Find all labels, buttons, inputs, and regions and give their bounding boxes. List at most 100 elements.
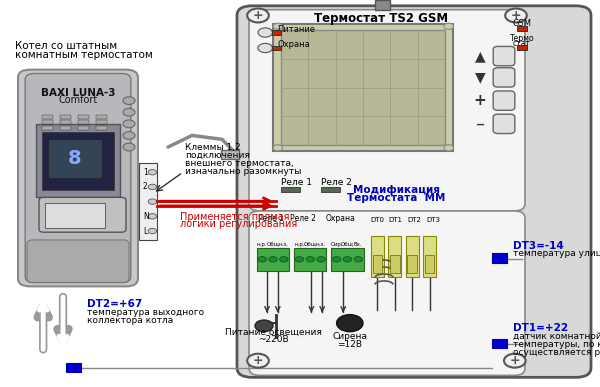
Text: Comfort: Comfort (58, 95, 98, 105)
Circle shape (332, 257, 341, 262)
Bar (221, 150, 239, 159)
Text: 1: 1 (143, 168, 148, 177)
Bar (371, 236, 384, 277)
Bar (331, 248, 364, 271)
Bar (60, 115, 71, 119)
Circle shape (337, 315, 363, 332)
Bar (45, 203, 105, 228)
Text: Термостат TS2 GSM: Термостат TS2 GSM (314, 12, 448, 25)
Text: н.з.: н.з. (279, 241, 289, 247)
Text: н.р.: н.р. (257, 241, 268, 247)
Text: GSM: GSM (512, 19, 532, 29)
Bar (42, 126, 53, 130)
Text: Клеммы 1,2: Клеммы 1,2 (185, 143, 241, 152)
Text: Общ: Общ (341, 241, 354, 247)
Text: н.р.: н.р. (294, 241, 305, 247)
Text: Питание: Питание (277, 24, 315, 34)
Circle shape (269, 257, 277, 262)
Text: ~220В: ~220В (257, 335, 289, 344)
Text: DT2=+67: DT2=+67 (87, 299, 142, 309)
Circle shape (505, 9, 527, 22)
Text: DT3=-14: DT3=-14 (513, 241, 564, 251)
Bar (406, 236, 419, 277)
Circle shape (444, 23, 454, 29)
Text: коллектора котла: коллектора котла (87, 315, 173, 325)
Text: 2: 2 (143, 182, 148, 192)
FancyBboxPatch shape (18, 70, 138, 286)
Circle shape (258, 257, 266, 262)
Text: ▲: ▲ (475, 49, 485, 63)
Circle shape (504, 354, 526, 368)
Circle shape (123, 120, 135, 128)
Circle shape (273, 23, 283, 29)
Text: DT0: DT0 (370, 217, 384, 223)
Text: +: + (253, 9, 263, 22)
Bar (272, 30, 281, 35)
Bar (390, 255, 400, 273)
FancyBboxPatch shape (493, 91, 515, 110)
Bar (492, 253, 507, 263)
FancyBboxPatch shape (39, 197, 126, 232)
Text: 8: 8 (68, 149, 82, 168)
Circle shape (123, 132, 135, 139)
Circle shape (148, 184, 157, 190)
Text: Охрана: Охрана (326, 214, 356, 223)
Text: Модификация: Модификация (353, 185, 439, 195)
Text: =12В: =12В (337, 340, 362, 349)
Bar (42, 115, 53, 119)
Bar (492, 339, 507, 348)
Text: Сирена: Сирена (332, 332, 367, 341)
FancyBboxPatch shape (493, 46, 515, 66)
Circle shape (123, 143, 135, 151)
Text: изначально разомкнуты: изначально разомкнуты (185, 166, 301, 176)
Bar (42, 120, 53, 124)
Text: температуры, по которому: температуры, по которому (513, 340, 600, 349)
Bar (517, 26, 527, 31)
Bar (42, 132, 114, 190)
Bar (281, 187, 300, 192)
FancyBboxPatch shape (493, 114, 515, 134)
Bar (373, 255, 382, 273)
Text: DT2: DT2 (407, 217, 421, 223)
Bar (139, 163, 157, 240)
Circle shape (295, 257, 304, 262)
Text: Реле 1: Реле 1 (258, 214, 284, 223)
Text: DT1: DT1 (389, 217, 403, 223)
Bar (66, 363, 81, 372)
Bar (294, 248, 326, 271)
Text: +: + (473, 93, 487, 108)
Text: осуществляется регулирование: осуществляется регулирование (513, 348, 600, 357)
Text: комнатным термостатом: комнатным термостатом (15, 50, 153, 60)
Text: Реле 2: Реле 2 (290, 214, 316, 223)
FancyBboxPatch shape (249, 211, 525, 375)
Bar (96, 115, 107, 119)
FancyBboxPatch shape (249, 10, 525, 211)
Bar (407, 255, 417, 273)
Bar (273, 24, 453, 151)
Bar (78, 115, 89, 119)
Text: Реле 2: Реле 2 (321, 178, 352, 187)
Text: внешнего термостата,: внешнего термостата, (185, 159, 293, 168)
Circle shape (343, 257, 352, 262)
Text: Общ: Общ (304, 241, 317, 247)
Text: Применяется прямая: Применяется прямая (180, 212, 290, 222)
Bar (78, 120, 89, 124)
Bar (272, 46, 281, 50)
Text: датчик комнатной: датчик комнатной (513, 332, 600, 341)
Bar (388, 236, 401, 277)
Circle shape (123, 108, 135, 116)
Circle shape (280, 257, 288, 262)
Polygon shape (339, 321, 360, 327)
Bar (321, 187, 340, 192)
Text: подключения: подключения (185, 151, 250, 160)
Text: Охрана: Охрана (277, 40, 310, 49)
Bar (96, 126, 107, 130)
Circle shape (354, 257, 362, 262)
Circle shape (148, 170, 157, 175)
FancyBboxPatch shape (237, 6, 591, 377)
Text: Сир.: Сир. (330, 241, 343, 247)
Bar (78, 126, 89, 130)
Text: Термо: Термо (509, 34, 535, 43)
FancyBboxPatch shape (493, 68, 515, 87)
Circle shape (255, 320, 273, 332)
